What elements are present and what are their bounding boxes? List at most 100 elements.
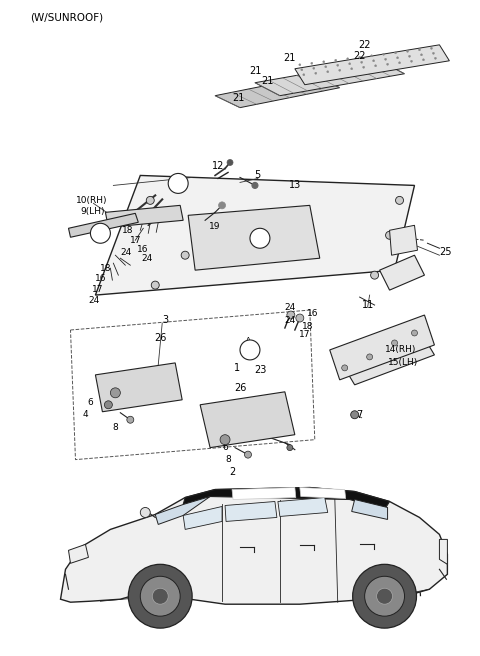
- Text: 25: 25: [439, 247, 452, 257]
- Circle shape: [420, 54, 422, 56]
- Circle shape: [384, 58, 386, 60]
- Circle shape: [351, 367, 358, 373]
- Polygon shape: [380, 255, 424, 290]
- Circle shape: [360, 61, 363, 63]
- Circle shape: [252, 182, 258, 188]
- Circle shape: [371, 358, 378, 365]
- Text: 26: 26: [234, 383, 246, 393]
- Circle shape: [296, 314, 304, 322]
- Circle shape: [391, 348, 398, 356]
- Text: 8: 8: [112, 423, 118, 432]
- Polygon shape: [155, 497, 210, 524]
- Circle shape: [151, 281, 159, 289]
- Circle shape: [287, 445, 293, 451]
- Text: 12: 12: [212, 161, 224, 171]
- Text: 6: 6: [87, 398, 93, 407]
- Text: 16: 16: [95, 274, 106, 283]
- Polygon shape: [106, 205, 183, 227]
- Circle shape: [220, 435, 230, 445]
- Polygon shape: [69, 213, 138, 237]
- Circle shape: [396, 196, 404, 205]
- Text: 16: 16: [136, 245, 148, 254]
- Text: 24: 24: [284, 302, 296, 312]
- Text: (W/SUNROOF): (W/SUNROOF): [31, 13, 104, 23]
- Circle shape: [342, 365, 348, 371]
- Text: 3: 3: [162, 315, 168, 325]
- Circle shape: [348, 63, 351, 65]
- Circle shape: [365, 576, 405, 616]
- Polygon shape: [255, 61, 405, 96]
- Circle shape: [325, 66, 327, 68]
- Polygon shape: [225, 501, 277, 522]
- Text: 10(RH): 10(RH): [75, 196, 107, 205]
- Text: 19: 19: [209, 222, 221, 231]
- Circle shape: [422, 59, 424, 61]
- Circle shape: [406, 342, 413, 348]
- Text: 18: 18: [121, 226, 133, 235]
- Polygon shape: [96, 175, 415, 295]
- Circle shape: [367, 354, 372, 360]
- Text: 13: 13: [288, 180, 301, 190]
- Circle shape: [353, 564, 417, 628]
- Circle shape: [351, 411, 359, 419]
- Circle shape: [301, 69, 303, 71]
- Circle shape: [244, 451, 252, 458]
- Text: A: A: [247, 346, 253, 354]
- Polygon shape: [278, 497, 328, 516]
- Circle shape: [315, 72, 317, 74]
- Circle shape: [372, 60, 374, 62]
- Text: 2: 2: [229, 466, 235, 476]
- Circle shape: [351, 68, 353, 70]
- Text: 21: 21: [249, 66, 261, 75]
- Circle shape: [371, 271, 379, 279]
- Circle shape: [432, 52, 434, 54]
- Text: 21: 21: [284, 52, 296, 63]
- Circle shape: [431, 47, 432, 49]
- Text: 9(LH): 9(LH): [81, 207, 105, 216]
- Circle shape: [385, 232, 394, 239]
- Circle shape: [90, 223, 110, 243]
- Circle shape: [327, 71, 329, 73]
- Text: 24: 24: [142, 254, 153, 262]
- Text: 23: 23: [254, 365, 266, 375]
- Polygon shape: [232, 487, 296, 499]
- Polygon shape: [200, 392, 295, 447]
- Polygon shape: [300, 487, 346, 499]
- Text: 24: 24: [89, 296, 100, 304]
- Circle shape: [408, 55, 410, 57]
- Circle shape: [359, 56, 360, 58]
- Polygon shape: [439, 539, 447, 564]
- Circle shape: [299, 64, 301, 66]
- Circle shape: [411, 330, 418, 336]
- Text: A: A: [246, 337, 251, 343]
- Text: 1: 1: [234, 363, 240, 373]
- Circle shape: [140, 576, 180, 616]
- Circle shape: [434, 57, 436, 59]
- Circle shape: [128, 564, 192, 628]
- Text: 17: 17: [92, 285, 103, 294]
- Circle shape: [140, 508, 150, 518]
- Text: B: B: [257, 234, 263, 243]
- Text: 24: 24: [284, 316, 296, 325]
- Circle shape: [218, 202, 226, 209]
- Text: A: A: [97, 229, 103, 237]
- Text: 21: 21: [262, 75, 274, 86]
- Circle shape: [110, 388, 120, 398]
- Circle shape: [168, 173, 188, 194]
- Text: 4: 4: [83, 410, 88, 419]
- Circle shape: [181, 251, 189, 259]
- Text: B: B: [175, 179, 181, 188]
- Circle shape: [287, 311, 295, 319]
- Circle shape: [383, 53, 384, 55]
- Circle shape: [336, 64, 339, 66]
- Circle shape: [313, 68, 315, 70]
- Circle shape: [398, 62, 400, 64]
- Circle shape: [363, 66, 365, 68]
- Circle shape: [419, 49, 420, 51]
- Circle shape: [410, 60, 412, 62]
- Circle shape: [127, 417, 134, 423]
- Circle shape: [146, 196, 154, 205]
- Circle shape: [339, 70, 341, 72]
- Polygon shape: [60, 487, 447, 604]
- Circle shape: [303, 73, 305, 75]
